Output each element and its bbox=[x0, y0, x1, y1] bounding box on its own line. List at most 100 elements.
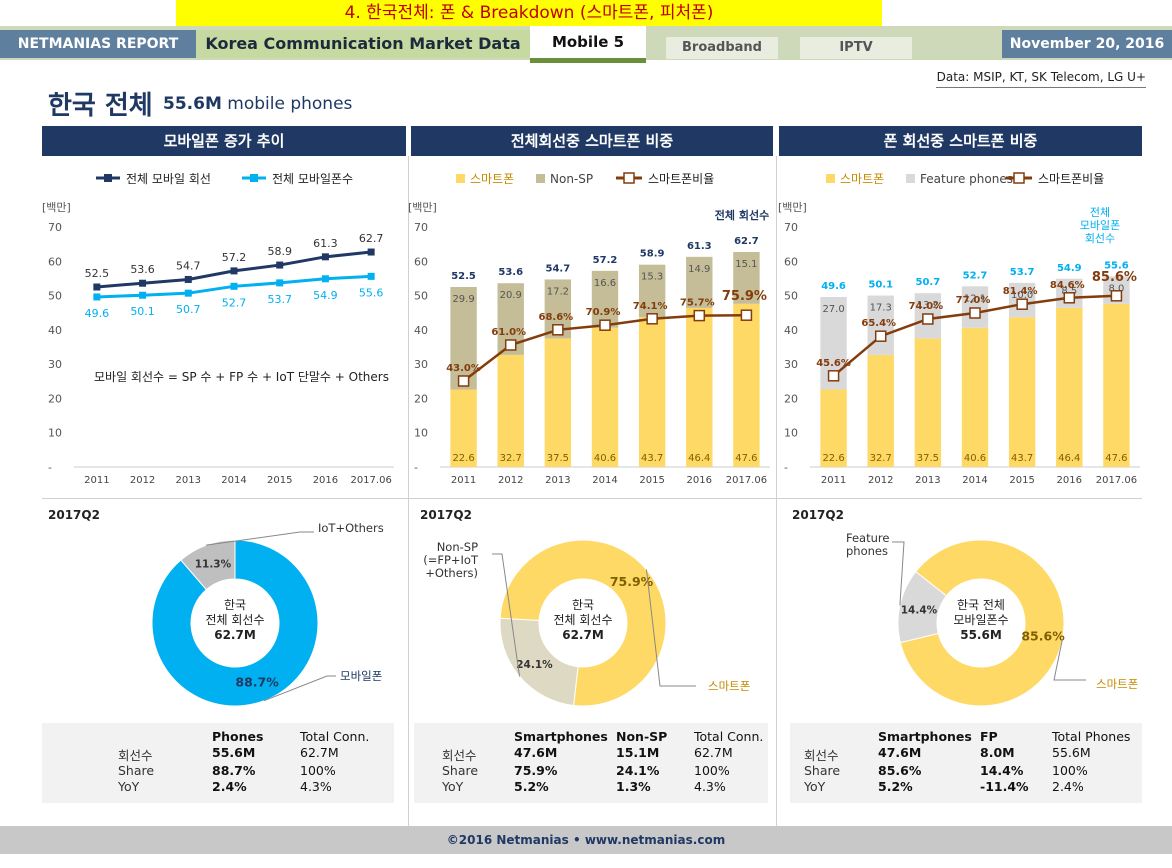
total-label: 52.7 bbox=[963, 270, 988, 281]
legend-label: Feature phones bbox=[920, 172, 1013, 186]
total-label: 57.2 bbox=[593, 255, 618, 266]
data-point bbox=[367, 272, 375, 280]
table-cell: -11.4% bbox=[980, 779, 1029, 794]
table-cell: 62.7M bbox=[300, 745, 339, 760]
summary-table-1: Phones Total Conn. 회선수 55.6M 62.7M Share… bbox=[42, 723, 394, 803]
page-title: 한국 전체 bbox=[48, 91, 153, 121]
donut-center-label: 모바일폰수 bbox=[953, 613, 1008, 627]
tab-broadband[interactable]: Broadband bbox=[666, 37, 778, 59]
data-source: Data: MSIP, KT, SK Telecom, LG U+ bbox=[936, 67, 1146, 88]
table-header: FP bbox=[980, 729, 998, 744]
table-cell: 1.3% bbox=[616, 779, 651, 794]
data-label: 32.7 bbox=[500, 453, 522, 464]
data-label: 46.4 bbox=[688, 453, 710, 464]
y-tick-label: 20 bbox=[48, 392, 62, 405]
summary-table-3: Smartphones FP Total Phones 회선수 47.6M 8.… bbox=[790, 723, 1142, 803]
data-point bbox=[367, 248, 375, 256]
page-subtitle: 55.6M mobile phones bbox=[163, 94, 352, 114]
legend-label: Non-SP bbox=[550, 172, 593, 186]
table-cell: 5.2% bbox=[514, 779, 549, 794]
ratio-point bbox=[1063, 292, 1076, 304]
data-label: 50.1 bbox=[130, 305, 155, 318]
data-label: 55.6 bbox=[359, 286, 384, 299]
legend-label: 전체 모바일폰수 bbox=[272, 172, 353, 186]
tab-iptv[interactable]: IPTV bbox=[800, 37, 912, 59]
legend-marker bbox=[623, 172, 635, 184]
data-point bbox=[230, 267, 238, 275]
row-label: YoY bbox=[442, 779, 464, 794]
data-label: 58.9 bbox=[267, 245, 292, 258]
section-label: Korea Communication Market Data bbox=[196, 30, 530, 58]
tab-mobile-5[interactable]: Mobile 5 bbox=[530, 26, 646, 58]
data-label: 12.1 bbox=[964, 293, 986, 304]
table-cell: 2.4% bbox=[212, 779, 247, 794]
chart-annotation: 모바일 회선수 = SP 수 + FP 수 + IoT 단말수 + Others bbox=[94, 370, 389, 384]
data-label: 40.6 bbox=[964, 453, 986, 464]
bar-segment-other bbox=[961, 286, 989, 328]
table-cell: 2.4% bbox=[1052, 779, 1084, 794]
donut-slice bbox=[151, 539, 319, 707]
callout-line bbox=[892, 541, 905, 606]
bar-segment-other bbox=[450, 287, 477, 390]
total-label: 54.7 bbox=[546, 263, 571, 274]
y-tick-label: 60 bbox=[48, 255, 62, 268]
data-label: 54.7 bbox=[176, 259, 201, 272]
totals-annotation: 모바일폰 bbox=[1080, 218, 1120, 232]
totals-annotation: 회선수 bbox=[1085, 232, 1115, 245]
x-tick-label: 2017.06 bbox=[726, 475, 767, 486]
total-label: 55.6 bbox=[1104, 260, 1129, 271]
donut-center-label: 전체 회선수 bbox=[205, 613, 264, 627]
ratio-label: 65.4% bbox=[861, 318, 896, 329]
data-label: 8.0 bbox=[1108, 283, 1124, 294]
legend-marker bbox=[104, 174, 112, 182]
table-cell: 4.3% bbox=[694, 779, 726, 794]
donut-center-label: 한국 bbox=[224, 598, 246, 612]
ratio-label: 77.0% bbox=[956, 295, 991, 306]
y-tick-label: 10 bbox=[48, 427, 62, 440]
callout-line bbox=[263, 675, 336, 702]
bar-segment-smartphone bbox=[497, 354, 524, 467]
quarter-label: 2017Q2 bbox=[48, 508, 100, 522]
callout-label: 스마트폰 bbox=[1096, 677, 1138, 691]
table-header: Smartphones bbox=[878, 729, 972, 744]
ratio-point bbox=[599, 319, 611, 331]
x-tick-label: 2012 bbox=[130, 475, 155, 486]
donut-center-label: 한국 bbox=[572, 598, 594, 612]
data-point bbox=[276, 279, 284, 287]
x-tick-label: 2013 bbox=[176, 475, 201, 486]
x-tick-label: 2012 bbox=[868, 475, 893, 486]
legend-label: 스마트폰비율 bbox=[648, 172, 714, 186]
data-label: 13.2 bbox=[917, 300, 939, 311]
slide-title-banner: 4. 한국전체: 폰 & Breakdown (스마트폰, 피처폰) bbox=[176, 0, 882, 26]
legend-swatch bbox=[536, 174, 545, 183]
data-label: 52.7 bbox=[222, 296, 247, 309]
callout-label: 모바일폰 bbox=[340, 669, 382, 683]
donut-slice bbox=[897, 571, 948, 644]
y-tick-label: 50 bbox=[48, 290, 62, 303]
data-label: 16.6 bbox=[594, 278, 616, 289]
table-cell: 100% bbox=[1052, 763, 1088, 778]
y-tick-label: 40 bbox=[414, 324, 428, 337]
bar-segment-smartphone bbox=[1008, 317, 1036, 467]
ratio-point bbox=[827, 370, 840, 382]
x-tick-label: 2015 bbox=[267, 475, 292, 486]
y-tick-label: - bbox=[784, 461, 788, 474]
bar-segment-smartphone bbox=[1056, 307, 1083, 467]
total-label: 62.7 bbox=[734, 236, 759, 247]
quarter-label: 2017Q2 bbox=[792, 508, 844, 522]
data-label: 15.1 bbox=[735, 259, 757, 270]
donut-center-label: 62.7M bbox=[214, 628, 256, 642]
bar-segment-other bbox=[686, 256, 713, 308]
total-label: 61.3 bbox=[687, 241, 712, 252]
table-cell: 14.4% bbox=[980, 763, 1024, 778]
y-tick-label: 40 bbox=[48, 324, 62, 337]
ratio-point bbox=[646, 313, 658, 325]
legend-label: 스마트폰 bbox=[840, 172, 884, 186]
x-tick-label: 2015 bbox=[639, 475, 664, 486]
data-label: 29.9 bbox=[452, 294, 474, 305]
subtitle-text: mobile phones bbox=[227, 94, 353, 114]
data-label: 17.2 bbox=[547, 286, 569, 297]
totals-annotation: 전체 bbox=[1090, 206, 1110, 219]
